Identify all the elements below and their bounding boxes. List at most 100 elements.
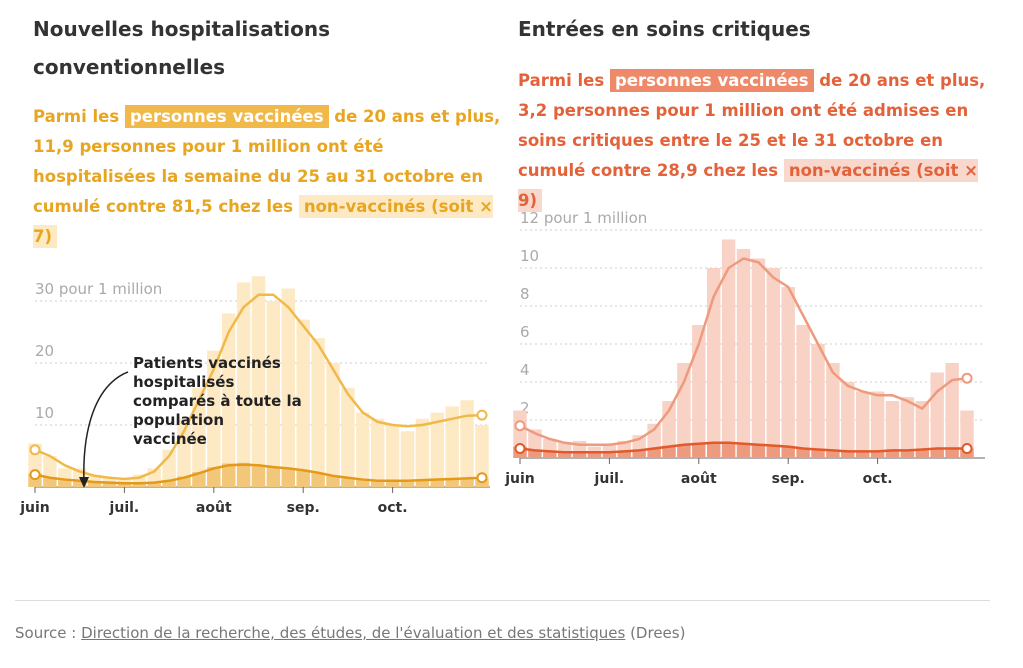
bar [221, 313, 236, 487]
y-tick-label: 10 [520, 247, 539, 265]
description-text: de 20 ans et plus, 3,2 personnes pour 1 … [518, 71, 986, 180]
bar [43, 477, 57, 487]
bar [706, 268, 721, 458]
bar [736, 442, 751, 458]
bar [662, 445, 676, 458]
bar [766, 268, 781, 458]
bar [870, 391, 885, 458]
bar [266, 466, 281, 487]
x-tick-label: sep. [772, 471, 805, 487]
bar [900, 397, 915, 458]
highlight: personnes vaccinées [124, 105, 329, 128]
bar [296, 319, 310, 487]
bar [870, 450, 885, 458]
bar [602, 453, 617, 458]
bar [721, 442, 736, 458]
arrow-head [79, 477, 89, 488]
bar [415, 479, 430, 487]
bar [192, 472, 206, 487]
chart-title: Entrées en soins critiques [518, 17, 811, 41]
bar [557, 452, 572, 458]
chart-title: Nouvelles hospitalisations conventionnel… [33, 17, 330, 79]
x-tick-label: sep. [287, 500, 320, 516]
bar [751, 444, 766, 458]
end-marker [961, 443, 973, 454]
annotation: Patients vaccinés hospitalisés comparés … [133, 354, 302, 448]
bar [796, 325, 810, 458]
y-tick-label: 6 [520, 323, 530, 341]
bar [460, 477, 474, 487]
bar [587, 452, 602, 458]
bar [826, 450, 840, 458]
bar [356, 478, 370, 487]
description-text: Parmi les [518, 71, 610, 90]
source-link[interactable]: Direction de la recherche, des études, d… [81, 624, 626, 642]
bar [811, 344, 825, 458]
y-tick-label: 20 [35, 342, 54, 360]
bar [385, 481, 400, 487]
source: Source : Direction de la recherche, des … [15, 624, 685, 642]
bar [162, 480, 176, 487]
end-marker [514, 443, 526, 454]
bar [900, 449, 915, 458]
end-marker [961, 372, 973, 384]
bar [885, 450, 900, 458]
bar [221, 463, 236, 487]
bar [326, 363, 340, 487]
x-tick-label: oct. [863, 471, 893, 487]
y-tick-label: 10 [35, 404, 54, 422]
bar [855, 391, 870, 458]
bar [572, 451, 587, 458]
bar [766, 444, 781, 458]
bar [311, 338, 325, 487]
y-tick-label: 8 [520, 285, 530, 303]
x-tick-label: juin [504, 471, 535, 487]
source-prefix: Source : [15, 624, 82, 642]
bar [528, 450, 542, 458]
bar [647, 448, 661, 458]
end-marker [29, 444, 41, 456]
bar [930, 448, 944, 458]
bar [117, 483, 132, 487]
y-tick-label: 30 pour 1 million [35, 280, 162, 298]
bar [445, 406, 459, 487]
bar [841, 382, 855, 458]
end-marker [476, 472, 488, 484]
bar [811, 448, 825, 458]
bar [841, 451, 855, 458]
line [34, 293, 483, 481]
bar [311, 473, 325, 487]
chart: 10 20 30 pour 1 million juin juil. août sep. oc… [19, 209, 985, 516]
bar [736, 249, 751, 458]
bar [781, 446, 795, 458]
bar [251, 276, 266, 487]
x-tick-label: juin [19, 500, 50, 516]
highlight: personnes vaccinées [609, 69, 814, 92]
bar [341, 478, 355, 487]
bar [207, 350, 221, 487]
end-marker [29, 469, 41, 481]
bar [385, 425, 400, 487]
end-marker [476, 409, 488, 421]
description-text: de 20 ans et plus, 11,9 personnes pour 1… [33, 107, 501, 216]
x-tick-label: oct. [378, 500, 408, 516]
source-suffix: (Drees) [625, 624, 686, 642]
line [519, 257, 968, 446]
bar [826, 363, 840, 458]
bar [296, 469, 310, 487]
bar [721, 239, 736, 458]
x-tick-label: août [681, 471, 717, 487]
y-tick-label: 2 [520, 399, 530, 417]
bar [251, 465, 266, 487]
bar [445, 478, 459, 487]
y-tick-label: 4 [520, 361, 530, 379]
end-marker [514, 420, 526, 432]
bar [356, 412, 370, 487]
bar [326, 475, 340, 487]
bar [930, 372, 944, 458]
bar [341, 387, 355, 487]
bar [460, 400, 474, 487]
bar [915, 401, 930, 458]
bar [617, 451, 632, 458]
description: Parmi les personnes vaccinées de 20 ans … [518, 66, 993, 216]
